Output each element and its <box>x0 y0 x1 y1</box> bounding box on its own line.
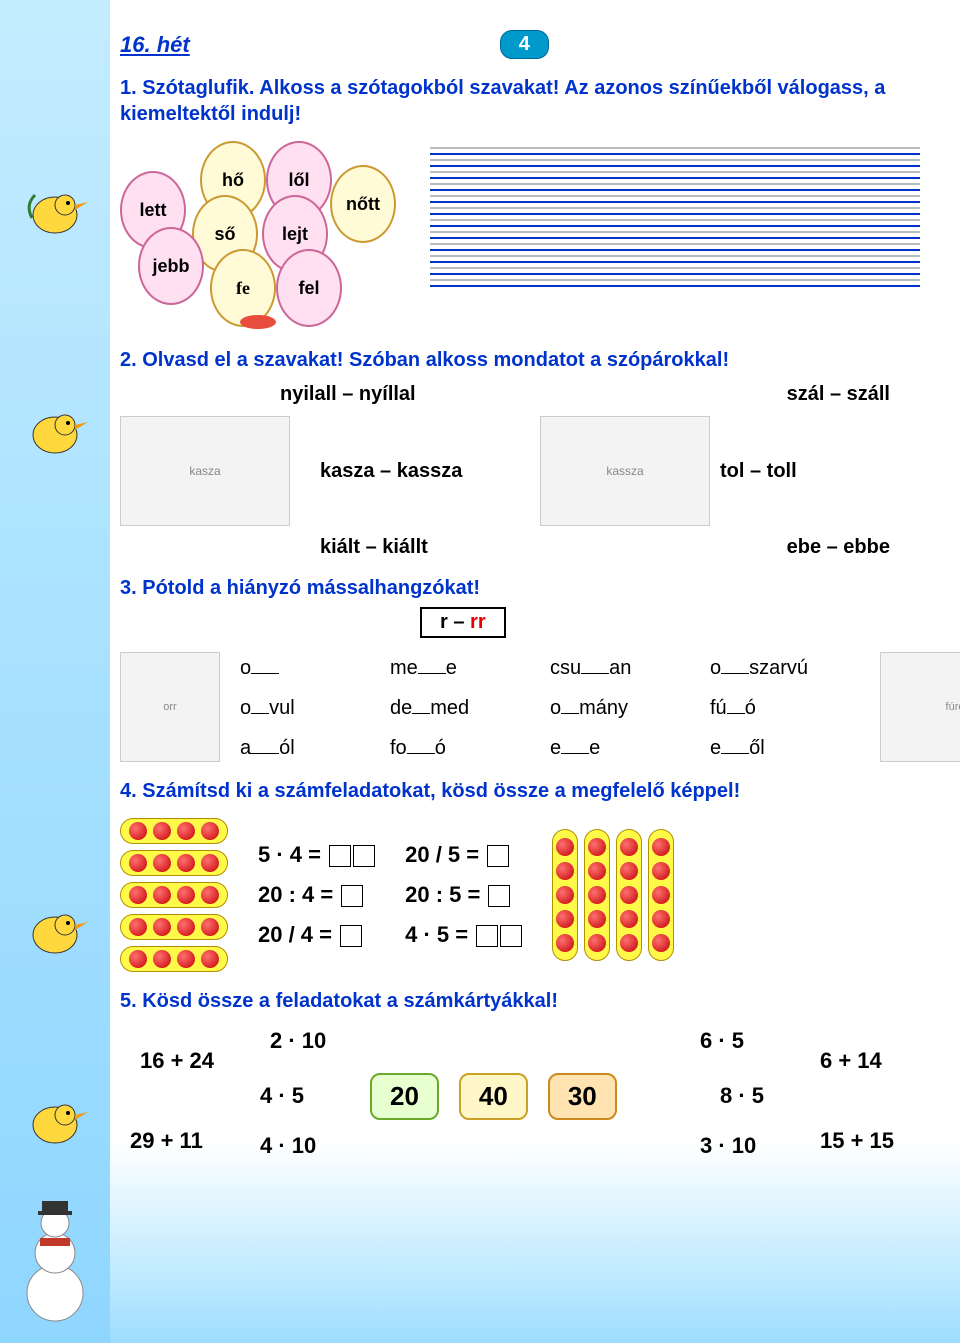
worksheet-page: 16. hét 4 1. Szótaglufik. Alkoss a szóta… <box>0 0 960 1343</box>
bird-icon <box>20 1090 90 1150</box>
balloon-base <box>240 315 276 329</box>
header: 16. hét 4 <box>120 30 920 59</box>
page-number-badge: 4 <box>500 30 549 59</box>
expr-f: 8 · 5 <box>720 1083 764 1109</box>
scythe-image: kasza <box>120 416 290 526</box>
task4-prompt: 4. Számítsd ki a számfeladatokat, kösd ö… <box>120 778 920 804</box>
bird-icon <box>20 180 90 240</box>
task3-grid: orr o mee csuan oszarvú fúró ovul demed … <box>120 652 920 762</box>
card-40: 40 <box>459 1073 528 1120</box>
week-label: 16. hét <box>120 32 190 58</box>
left-dot-bars <box>120 818 228 972</box>
w-r2c4[interactable]: fúó <box>710 694 870 720</box>
letter-rr: rr <box>470 611 486 633</box>
task2-row3: kiált – kiállt ebe – ebbe <box>120 536 920 559</box>
task3-prompt: 3. Pótold a hiányzó mássalhangzókat! <box>120 575 920 601</box>
pair-szal: szál – száll <box>787 383 890 406</box>
math-left: 5 · 4 = 20 : 4 = 20 / 4 = <box>258 842 375 948</box>
w-r3c3[interactable]: ee <box>550 734 700 760</box>
w-r1c3[interactable]: csuan <box>550 654 700 680</box>
card-30: 30 <box>548 1073 617 1120</box>
eq-b[interactable]: 20 / 5 = <box>405 842 522 868</box>
w-r1c4[interactable]: oszarvú <box>710 654 870 680</box>
pair-nyilall: nyilall – nyíllal <box>280 383 416 406</box>
task5-prompt: 5. Kösd össze a feladatokat a számkártyá… <box>120 988 920 1014</box>
letter-r: r – <box>440 611 470 633</box>
eq-f[interactable]: 4 · 5 = <box>405 922 522 948</box>
bird-icon <box>20 400 90 460</box>
expr-i: 3 · 10 <box>700 1133 756 1159</box>
math-right: 20 / 5 = 20 : 5 = 4 · 5 = <box>405 842 522 948</box>
card-20: 20 <box>370 1073 439 1120</box>
bird-icon <box>20 900 90 960</box>
w-r3c1[interactable]: aól <box>240 734 380 760</box>
pair-tol: tol – toll <box>720 460 880 483</box>
pair-kialt: kiált – kiállt <box>320 536 428 559</box>
task5-area[interactable]: 16 + 24 2 · 10 6 · 5 6 + 14 4 · 5 8 · 5 … <box>120 1028 920 1178</box>
eq-a[interactable]: 5 · 4 = <box>258 842 375 868</box>
eq-c[interactable]: 20 : 4 = <box>258 882 375 908</box>
task2-row1: nyilall – nyíllal szál – száll <box>120 383 920 406</box>
cashregister-image: kassza <box>540 416 710 526</box>
balloon-nott: nőtt <box>330 165 396 243</box>
expr-d: 6 + 14 <box>820 1048 882 1074</box>
w-r1c2[interactable]: mee <box>390 654 540 680</box>
task4-area: 5 · 4 = 20 : 4 = 20 / 4 = 20 / 5 = 20 : … <box>120 818 920 972</box>
task2-prompt: 2. Olvasd el a szavakat! Szóban alkoss m… <box>120 347 920 373</box>
expr-c: 6 · 5 <box>700 1028 744 1054</box>
w-r2c1[interactable]: ovul <box>240 694 380 720</box>
task1-prompt: 1. Szótaglufik. Alkoss a szótagokból sza… <box>120 75 920 127</box>
expr-e: 4 · 5 <box>260 1083 304 1109</box>
expr-a: 16 + 24 <box>140 1048 214 1074</box>
eq-d[interactable]: 20 : 5 = <box>405 882 522 908</box>
snowman-icon <box>10 1183 100 1323</box>
nose-image: orr <box>120 652 220 762</box>
balloon-cluster: lett hő lől nőtt ső lejt jebb fe fel <box>120 141 400 331</box>
expr-g: 29 + 11 <box>130 1128 203 1154</box>
number-cards: 20 40 30 <box>370 1073 617 1120</box>
right-dot-bars <box>552 829 674 961</box>
balloon-fel: fel <box>276 249 342 327</box>
w-r3c2[interactable]: foó <box>390 734 540 760</box>
pair-kasza: kasza – kassza <box>320 460 540 483</box>
drill-image: fúró <box>880 652 960 762</box>
pair-ebe: ebe – ebbe <box>787 536 890 559</box>
task2-grid: kasza kasza – kassza kassza tol – toll <box>120 416 920 526</box>
expr-j: 15 + 15 <box>820 1128 894 1154</box>
expr-b: 2 · 10 <box>270 1028 326 1054</box>
letter-box: r – rr <box>420 607 506 638</box>
task1-area: lett hő lől nőtt ső lejt jebb fe fel <box>120 141 920 331</box>
w-r2c2[interactable]: demed <box>390 694 540 720</box>
eq-e[interactable]: 20 / 4 = <box>258 922 375 948</box>
w-r3c4[interactable]: eől <box>710 734 870 760</box>
w-r1c1[interactable]: o <box>240 654 380 680</box>
balloon-jebb: jebb <box>138 227 204 305</box>
w-r2c3[interactable]: omány <box>550 694 700 720</box>
expr-h: 4 · 10 <box>260 1133 316 1159</box>
decorative-strip <box>0 0 110 1343</box>
writing-lines[interactable] <box>430 141 920 331</box>
